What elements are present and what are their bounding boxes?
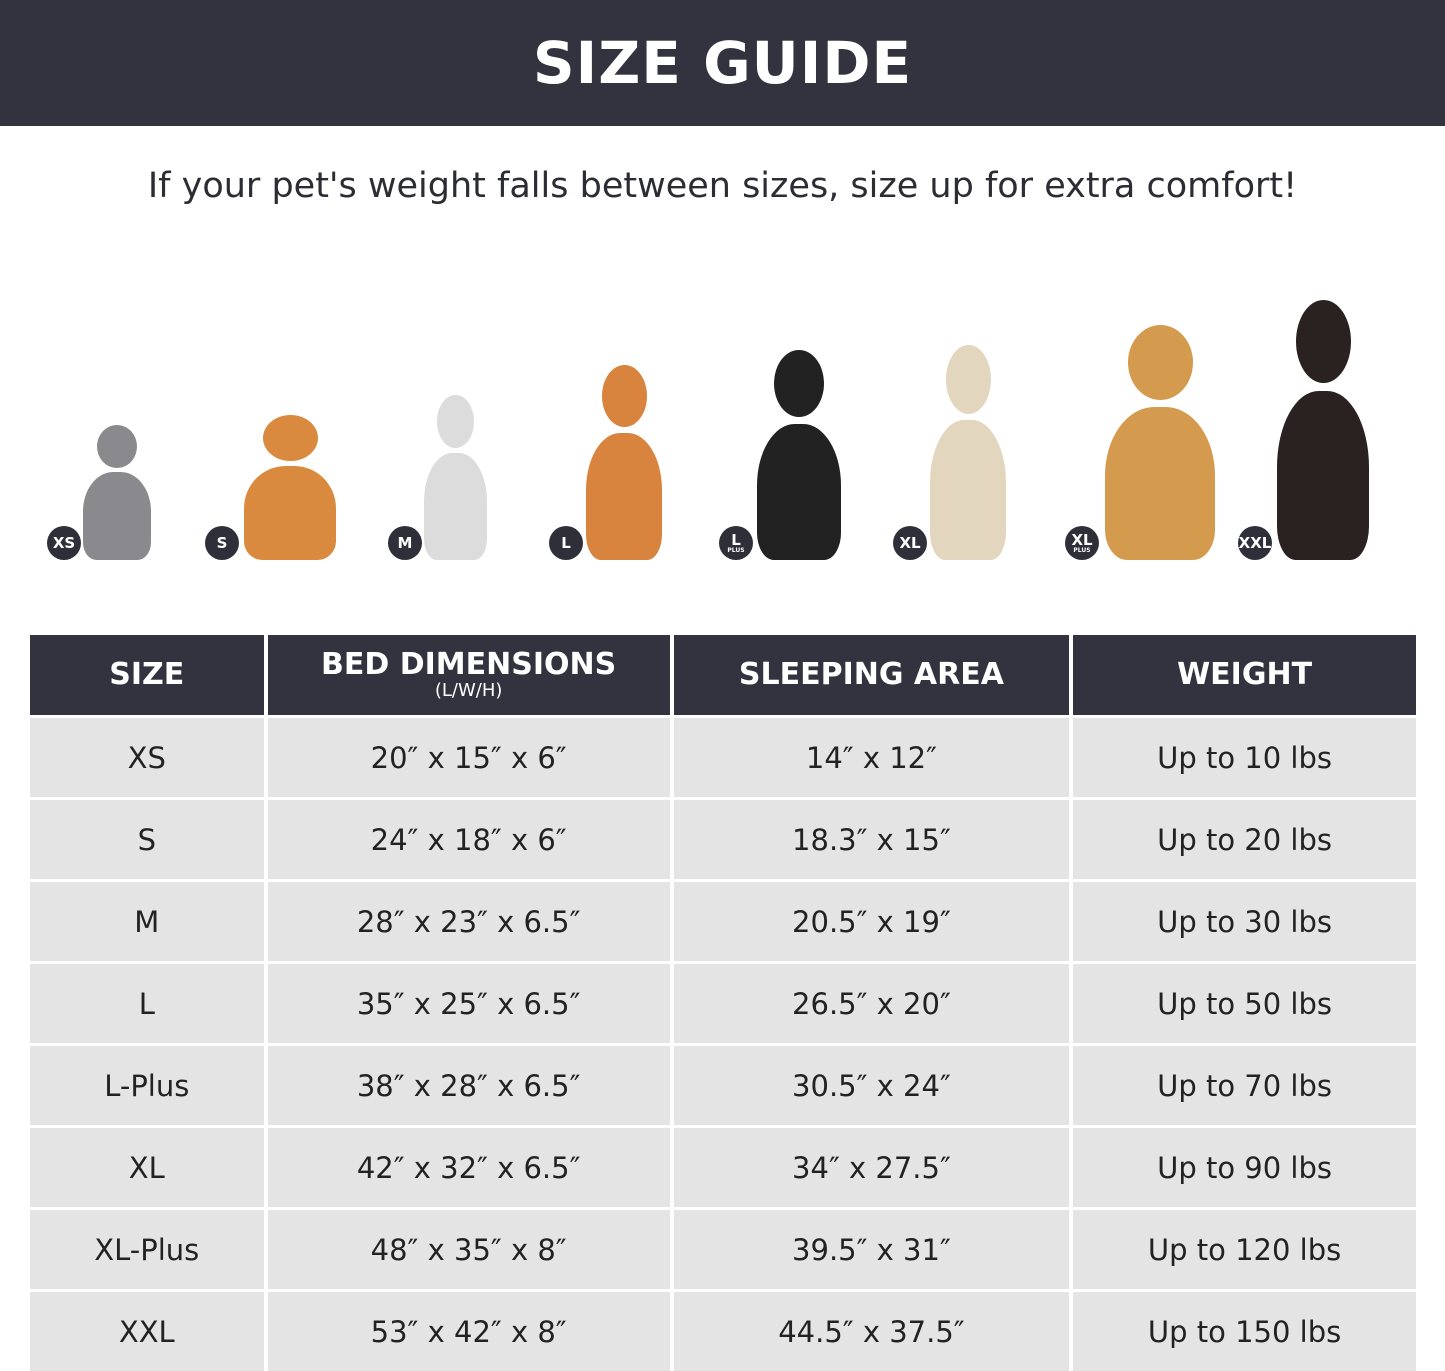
table-header-row: SIZE BED DIMENSIONS(L/W/H) SLEEPING AREA WE… xyxy=(30,635,1416,717)
size-cell: XXL xyxy=(30,1291,266,1371)
pet-doberman xyxy=(1268,300,1378,560)
size-cell: S xyxy=(30,799,266,881)
badge-label: XXL xyxy=(1239,536,1272,551)
pet-golden-retriever xyxy=(1095,325,1225,560)
badge-sub-label: PLUS xyxy=(727,548,744,554)
pet-border-collie xyxy=(749,350,849,560)
pet-shiba-inu xyxy=(579,365,669,560)
weight-cell: Up to 90 lbs xyxy=(1071,1127,1416,1209)
column-header-sublabel: (L/W/H) xyxy=(268,682,670,700)
size-guide-banner: SIZE GUIDE xyxy=(0,0,1445,126)
weight-cell: Up to 70 lbs xyxy=(1071,1045,1416,1127)
golden-retriever-body xyxy=(1105,407,1214,560)
doberman-body xyxy=(1277,391,1369,560)
sleeping-area-cell: 14″ x 12″ xyxy=(672,717,1071,799)
weight-cell: Up to 120 lbs xyxy=(1071,1209,1416,1291)
size-table: SIZE BED DIMENSIONS(L/W/H) SLEEPING AREA WE… xyxy=(30,635,1416,1371)
size-badge-xs: XS xyxy=(47,526,81,560)
french-bulldog-head xyxy=(437,395,475,448)
size-cell: L xyxy=(30,963,266,1045)
size-cell: M xyxy=(30,881,266,963)
size-badge-xxl: XXL xyxy=(1238,526,1272,560)
subtitle: If your pet's weight falls between sizes… xyxy=(0,166,1445,206)
bed-dimensions-cell: 42″ x 32″ x 6.5″ xyxy=(266,1127,672,1209)
bed-dimensions-cell: 24″ x 18″ x 6″ xyxy=(266,799,672,881)
shiba-inu-body xyxy=(586,433,662,560)
cat-head xyxy=(97,425,137,468)
size-cell: XL xyxy=(30,1127,266,1209)
doberman-head xyxy=(1296,300,1351,383)
pomeranian-body xyxy=(244,466,336,560)
badge-label: L xyxy=(731,533,741,548)
column-header-label: SLEEPING AREA xyxy=(739,657,1004,692)
column-header-bed-dimensions: BED DIMENSIONS(L/W/H) xyxy=(266,635,672,717)
pomeranian-head xyxy=(263,415,318,461)
weight-cell: Up to 10 lbs xyxy=(1071,717,1416,799)
column-header-label: SIZE xyxy=(109,657,184,692)
bed-dimensions-cell: 53″ x 42″ x 8″ xyxy=(266,1291,672,1371)
labrador-head xyxy=(946,345,991,414)
pet-cat xyxy=(77,425,157,560)
badge-label: M xyxy=(398,536,413,551)
pet-labrador xyxy=(923,345,1013,560)
pet-pomeranian xyxy=(235,415,345,560)
sleeping-area-cell: 39.5″ x 31″ xyxy=(672,1209,1071,1291)
size-badge-m: M xyxy=(388,526,422,560)
sleeping-area-cell: 30.5″ x 24″ xyxy=(672,1045,1071,1127)
bed-dimensions-cell: 38″ x 28″ x 6.5″ xyxy=(266,1045,672,1127)
border-collie-body xyxy=(757,424,841,561)
weight-cell: Up to 20 lbs xyxy=(1071,799,1416,881)
column-header-weight: WEIGHT xyxy=(1071,635,1416,717)
sleeping-area-cell: 26.5″ x 20″ xyxy=(672,963,1071,1045)
badge-label: XS xyxy=(53,536,75,551)
column-header-label: BED DIMENSIONS xyxy=(321,647,616,682)
bed-dimensions-cell: 28″ x 23″ x 6.5″ xyxy=(266,881,672,963)
weight-cell: Up to 50 lbs xyxy=(1071,963,1416,1045)
size-badge-s: S xyxy=(205,526,239,560)
size-badge-l: L xyxy=(549,526,583,560)
bed-dimensions-cell: 20″ x 15″ x 6″ xyxy=(266,717,672,799)
french-bulldog-body xyxy=(424,453,487,560)
column-header-size: SIZE xyxy=(30,635,266,717)
sleeping-area-cell: 44.5″ x 37.5″ xyxy=(672,1291,1071,1371)
border-collie-head xyxy=(774,350,824,417)
column-header-sleeping-area: SLEEPING AREA xyxy=(672,635,1071,717)
size-badge-xl: XL xyxy=(893,526,927,560)
labrador-body xyxy=(930,420,1006,560)
weight-cell: Up to 30 lbs xyxy=(1071,881,1416,963)
badge-label: XL xyxy=(899,536,920,551)
column-header-label: WEIGHT xyxy=(1177,657,1312,692)
sleeping-area-cell: 34″ x 27.5″ xyxy=(672,1127,1071,1209)
badge-label: XL xyxy=(1071,533,1092,548)
golden-retriever-head xyxy=(1128,325,1193,400)
badge-sub-label: PLUS xyxy=(1073,548,1090,554)
weight-cell: Up to 150 lbs xyxy=(1071,1291,1416,1371)
cat-body xyxy=(83,472,150,560)
badge-label: S xyxy=(217,536,228,551)
pet-french-bulldog xyxy=(418,395,493,560)
bed-dimensions-cell: 48″ x 35″ x 8″ xyxy=(266,1209,672,1291)
page-title: SIZE GUIDE xyxy=(533,29,912,97)
sleeping-area-cell: 20.5″ x 19″ xyxy=(672,881,1071,963)
badge-label: L xyxy=(561,536,571,551)
size-cell: XL-Plus xyxy=(30,1209,266,1291)
size-cell: L-Plus xyxy=(30,1045,266,1127)
size-cell: XS xyxy=(30,717,266,799)
shiba-inu-head xyxy=(602,365,647,427)
sleeping-area-cell: 18.3″ x 15″ xyxy=(672,799,1071,881)
bed-dimensions-cell: 35″ x 25″ x 6.5″ xyxy=(266,963,672,1045)
